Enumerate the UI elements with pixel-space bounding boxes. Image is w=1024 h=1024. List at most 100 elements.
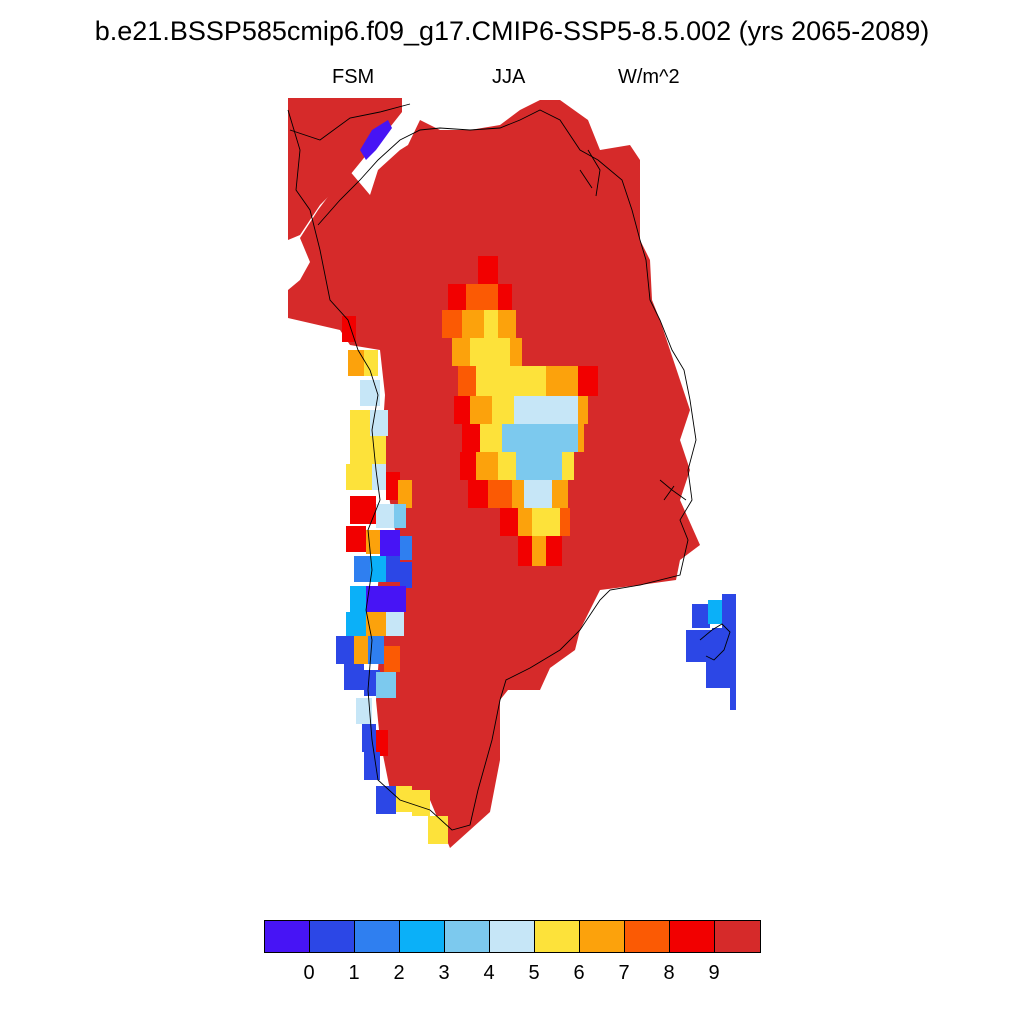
coast-cell [386,556,400,582]
colorbar-box [490,921,535,952]
melt-cell [454,396,470,424]
coast-cell [366,586,388,612]
ellesmere-coast [289,103,411,141]
coast-cell [380,530,400,556]
melt-cell [500,508,518,536]
coast-cell [344,664,364,690]
colorbar-tick-label: 3 [438,962,450,984]
melt-cell [484,310,498,338]
coast-cell [354,556,370,582]
season-label: JJA [492,66,526,88]
colorbar-tick-label: 8 [663,962,675,984]
melt-cell [460,452,476,480]
melt-cell [462,310,484,338]
svalbard-cell [706,660,736,688]
coast-cell [372,464,386,490]
melt-cell [578,396,588,424]
units-label: W/m^2 [618,66,680,88]
svalbard-cell [712,628,736,662]
colorbar-tick-label: 0 [303,962,315,984]
colorbar-tick-label: 7 [618,962,630,984]
melt-cell [468,480,488,508]
colorbar-box [625,921,670,952]
coast-cell [354,636,368,664]
melt-cell [498,284,512,312]
coast-cell [398,480,412,508]
svalbard-cell [730,684,736,710]
melt-cell [442,310,462,338]
coast-cell [350,586,366,612]
melt-cell [524,480,552,508]
coast-cell [346,464,372,490]
svalbard-cell [708,600,722,624]
plot-title: b.e21.BSSP585cmip6.f09_g17.CMIP6-SSP5-8.… [94,16,930,46]
coast-cell [350,410,372,436]
colorbar-box [400,921,445,952]
melt-cell [470,396,492,424]
fjord-northeast [579,149,601,197]
coast-cell [400,562,412,588]
svalbard-cell [692,604,710,628]
melt-cell [488,480,512,508]
melt-cell [560,508,570,536]
variable-label: FSM [332,66,375,88]
melt-cell [546,396,578,424]
melt-cell [516,452,562,480]
colorbar-tick-label: 2 [393,962,405,984]
melt-cell [462,424,480,452]
colorbar-tick-label: 9 [708,962,720,984]
melt-cell [498,310,516,338]
coast-cell [388,586,406,612]
coast-cell [356,698,372,724]
colorbar-tick-label: 4 [483,962,495,984]
ellesmere-gap [360,120,392,160]
colorbar-tick-label: 5 [528,962,540,984]
melt-cell [518,508,532,536]
melt-cell [458,366,476,396]
coast-cell [376,672,396,698]
melt-cell [448,284,466,312]
svalbard-coast [699,623,731,661]
melt-cell [498,452,516,480]
melt-cell [502,424,580,452]
colorbar-box [580,921,625,952]
melt-cell [532,508,560,536]
melt-cell [470,338,510,366]
coast-cell [376,786,396,814]
melt-cell [546,366,578,396]
coast-cell [400,536,412,560]
melt-cell [480,424,502,452]
melt-cell [578,366,598,396]
melt-cell [452,338,470,366]
colorbar-box [355,921,400,952]
melt-cell [512,480,524,508]
coast-cell [394,504,406,528]
coast-cell [350,496,376,524]
coast-cell [376,730,388,756]
fjord-east [659,479,687,501]
melt-cell [466,284,498,312]
melt-cell [562,452,574,480]
coast-cell [370,436,386,464]
coast-cell [364,350,378,376]
coast-cell [376,504,396,528]
melt-cell [492,396,514,424]
coast-cell [412,790,430,816]
melt-cell [518,366,546,396]
colorbar-box [445,921,490,952]
colorbar-box [310,921,355,952]
field-cells [288,98,736,848]
melt-cell [476,452,498,480]
colorbar-box [715,921,760,952]
melt-cell [476,366,518,396]
colorbar-box [265,921,310,952]
coast-cell [386,612,404,636]
svalbard-cell [722,594,736,628]
melt-cell [552,480,568,508]
coast-cell [362,724,376,752]
coast-cell [366,612,386,636]
coast-cell [336,636,354,664]
melt-cell [578,424,584,452]
coast-cell [350,436,372,464]
